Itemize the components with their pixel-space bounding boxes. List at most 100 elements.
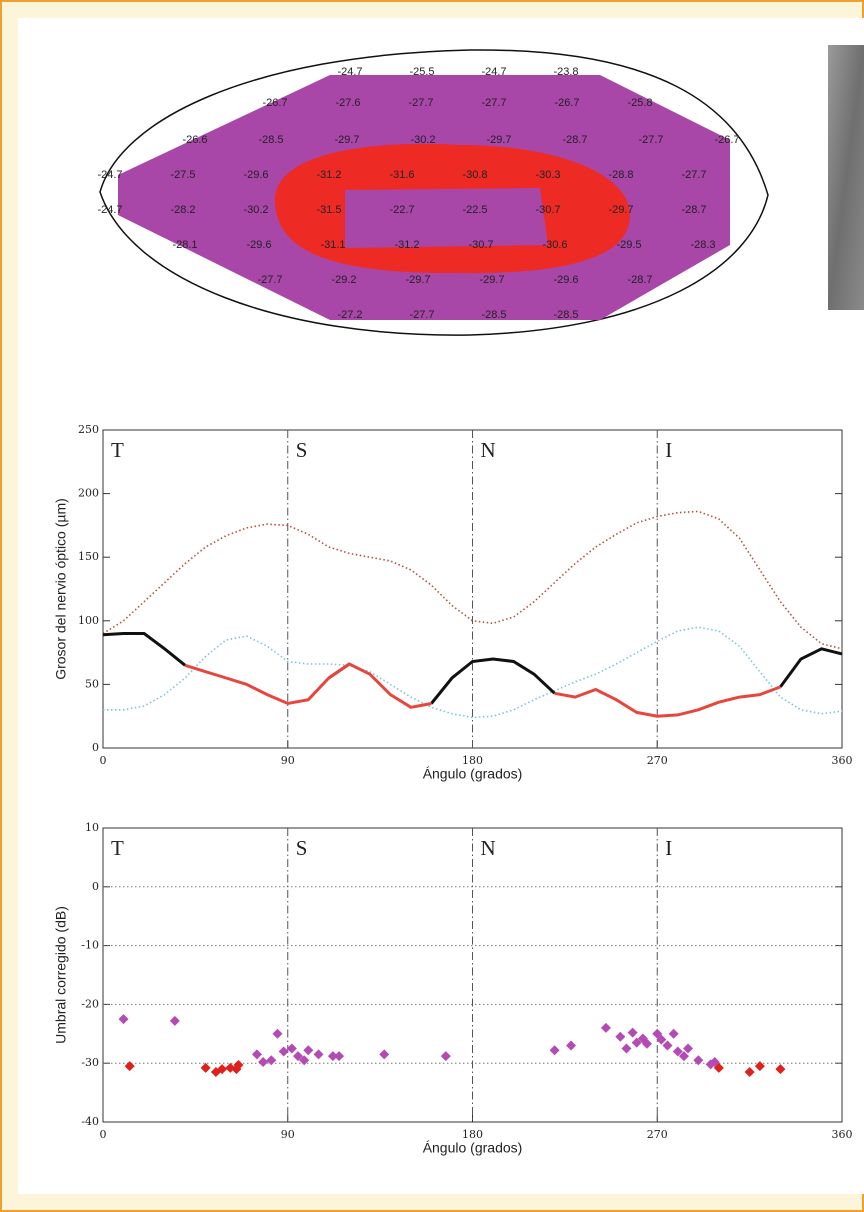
point	[621, 1043, 632, 1054]
x-tick-label: 270	[647, 1128, 668, 1141]
field-value: -25.8	[627, 97, 652, 109]
field-value: -27.7	[481, 97, 506, 109]
y-tick-label: 10	[85, 821, 99, 834]
field-value: -29.6	[243, 169, 268, 181]
field-value: -28.1	[172, 239, 197, 251]
field-value: -24.7	[97, 204, 122, 216]
x-tick-label: 180	[462, 754, 483, 767]
field-value: -30.2	[410, 134, 435, 146]
x-tick-label: 360	[832, 1128, 853, 1141]
field-value: -28.7	[627, 274, 652, 286]
field-map: -24.7 -25.5 -24.7 -23.8 -26.7 -27.6 -27.7 -27.7…	[97, 66, 739, 321]
field-value: -27.6	[335, 97, 360, 109]
field-value: -24.7	[481, 66, 506, 78]
field-value: -30.3	[535, 169, 560, 181]
point	[258, 1057, 269, 1068]
field-value: -31.5	[316, 204, 341, 216]
field-value: -28.5	[258, 134, 283, 146]
point	[251, 1049, 262, 1060]
point	[286, 1043, 297, 1054]
point	[169, 1015, 180, 1026]
field-value: -30.7	[468, 239, 493, 251]
field-value: -30.2	[243, 204, 268, 216]
y-tick-label: -40	[81, 1115, 99, 1128]
sector-label: S	[296, 438, 308, 462]
x-axis-title: Ángulo (grados)	[423, 766, 523, 782]
point	[600, 1022, 611, 1033]
thickness-line	[184, 662, 781, 718]
y-tick-label: 0	[92, 741, 99, 754]
y-axis-title: Grosor del nervio óptico (µm)	[53, 498, 69, 680]
point	[744, 1067, 755, 1078]
x-tick-label: 90	[281, 754, 295, 767]
field-value: -23.8	[553, 66, 578, 78]
field-value: -30.8	[462, 169, 487, 181]
point	[775, 1064, 786, 1075]
field-value: -26.7	[262, 97, 287, 109]
y-tick-label: -20	[81, 997, 99, 1010]
sector-label: N	[481, 836, 496, 860]
point	[713, 1062, 724, 1073]
x-tick-label: 90	[281, 1128, 295, 1141]
point	[200, 1062, 211, 1073]
sector-label: I	[665, 836, 672, 860]
point	[293, 1051, 304, 1062]
field-value: -30.7	[535, 204, 560, 216]
point	[217, 1064, 228, 1075]
field-value: -28.8	[608, 169, 633, 181]
point	[303, 1045, 314, 1056]
x-tick-label: 270	[647, 754, 668, 767]
point	[641, 1038, 652, 1049]
field-defect	[275, 143, 630, 274]
point	[313, 1049, 324, 1060]
x-tick-label: 360	[832, 754, 853, 767]
point	[678, 1051, 689, 1062]
sector-label: N	[481, 438, 496, 462]
field-value: -28.7	[681, 204, 706, 216]
point	[615, 1031, 626, 1042]
field-value: -31.2	[316, 169, 341, 181]
field-value: -26.7	[554, 97, 579, 109]
field-value: -27.5	[170, 169, 195, 181]
point	[334, 1051, 345, 1062]
field-value: -29.7	[479, 274, 504, 286]
point	[683, 1043, 694, 1054]
y-axis-title: Umbral corregido (dB)	[53, 906, 69, 1044]
y-tick-label: 50	[85, 677, 99, 690]
field-map-shapes	[99, 49, 769, 336]
point	[266, 1055, 277, 1066]
x-axis-title: Ángulo (grados)	[423, 1140, 523, 1156]
field-value: -31.1	[320, 239, 345, 251]
field-value: -22.7	[389, 204, 414, 216]
y-tick-label: -30	[81, 1056, 99, 1069]
point	[124, 1061, 135, 1072]
field-value: -27.7	[257, 274, 282, 286]
field-value: -29.6	[553, 274, 578, 286]
point	[233, 1059, 244, 1070]
sector-label: I	[665, 438, 672, 462]
sector-label: T	[111, 438, 124, 462]
field-value: -28.5	[553, 309, 578, 321]
field-value: -28.5	[481, 309, 506, 321]
field-value: -28.2	[170, 204, 195, 216]
point	[299, 1055, 310, 1066]
field-value: -27.7	[409, 309, 434, 321]
point	[549, 1045, 560, 1056]
y-tick-label: 200	[78, 487, 99, 500]
field-value: -29.7	[334, 134, 359, 146]
field-value: -25.5	[409, 66, 434, 78]
fundus-image	[828, 45, 864, 310]
field-value: -28.7	[562, 134, 587, 146]
field-value: -27.7	[638, 134, 663, 146]
x-tick-label: 0	[100, 754, 107, 767]
point	[278, 1046, 289, 1057]
point	[327, 1051, 338, 1062]
field-value: -26.6	[182, 134, 207, 146]
point	[754, 1061, 765, 1072]
point	[693, 1055, 704, 1066]
field-value: -24.7	[337, 66, 362, 78]
point	[631, 1037, 642, 1048]
bound-line	[102, 510, 843, 650]
